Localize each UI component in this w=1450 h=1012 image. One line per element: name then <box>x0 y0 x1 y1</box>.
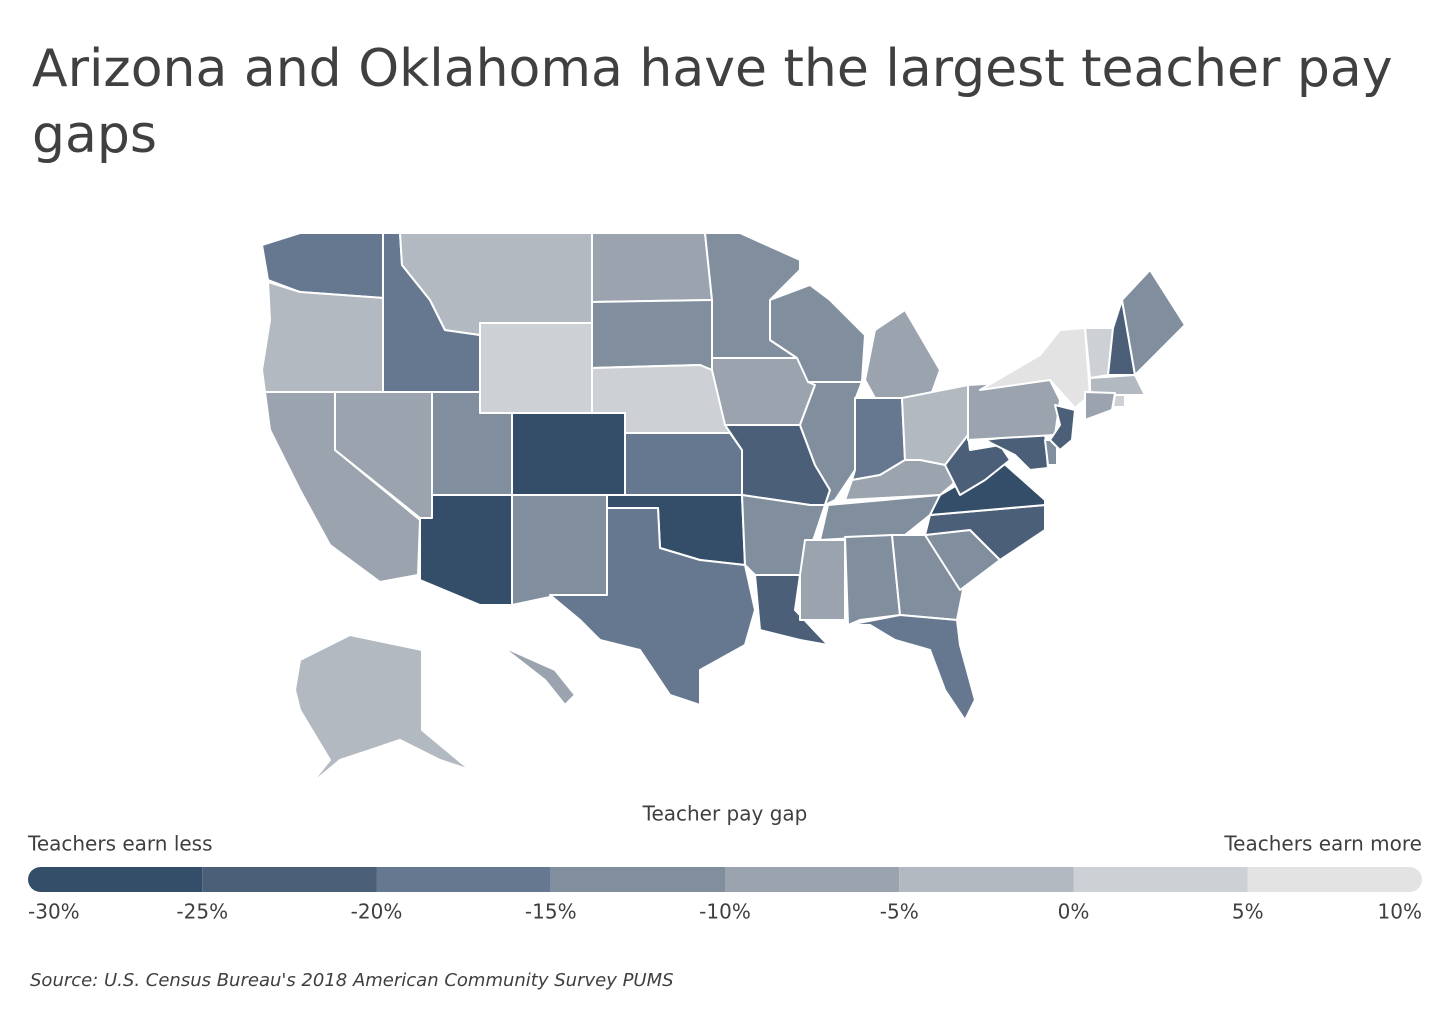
region <box>591 299 713 371</box>
region <box>419 494 513 606</box>
legend-swatch <box>1247 867 1422 892</box>
legend-tick-label: 5% <box>1232 900 1264 924</box>
region <box>711 357 816 426</box>
legend-tick-label: 0% <box>1058 900 1090 924</box>
region <box>799 381 863 506</box>
region <box>591 232 713 303</box>
region <box>261 281 391 393</box>
legend-swatch <box>1073 867 1248 892</box>
region <box>891 534 966 621</box>
source: Source: U.S. Census Bureau's 2018 Americ… <box>30 970 674 991</box>
region <box>864 309 941 399</box>
region <box>511 412 626 496</box>
legend-tick-label: 10% <box>1378 900 1422 924</box>
region <box>294 634 471 786</box>
region <box>499 644 576 706</box>
region <box>799 539 846 621</box>
region <box>847 614 976 721</box>
legend-low-label: Teachers earn less <box>27 832 213 856</box>
region <box>1121 269 1186 376</box>
region <box>1084 391 1116 421</box>
legend-tick-label: -20% <box>351 900 403 924</box>
title-line: gaps <box>32 105 157 165</box>
legend-tick-label: -10% <box>699 900 751 924</box>
us-map <box>261 232 1186 786</box>
legend-tick-label: -25% <box>176 900 228 924</box>
legend-swatch <box>899 867 1074 892</box>
region <box>549 507 756 706</box>
legend-swatch <box>376 867 551 892</box>
legend-tick-label: -15% <box>525 900 577 924</box>
region <box>479 322 593 414</box>
region <box>1049 404 1076 451</box>
region <box>1112 394 1126 408</box>
legend-tick-label: -5% <box>880 900 919 924</box>
legend-tick-label: -30% <box>28 900 80 924</box>
region <box>511 494 608 606</box>
legend-high-label: Teachers earn more <box>1223 832 1422 856</box>
region <box>1089 374 1146 396</box>
legend-swatch <box>550 867 725 892</box>
legend-swatch <box>28 867 203 892</box>
legend-swatch <box>725 867 900 892</box>
region <box>624 432 743 496</box>
title-line: Arizona and Oklahoma have the largest te… <box>32 39 1393 99</box>
legend-ticks: -30% -25% -20% -15% -10% -5% 0% 5% 10% <box>28 900 1422 924</box>
legend-swatch <box>202 867 377 892</box>
legend-title: Teacher pay gap <box>642 802 808 826</box>
region <box>844 534 901 626</box>
legend-scale <box>28 867 1422 892</box>
